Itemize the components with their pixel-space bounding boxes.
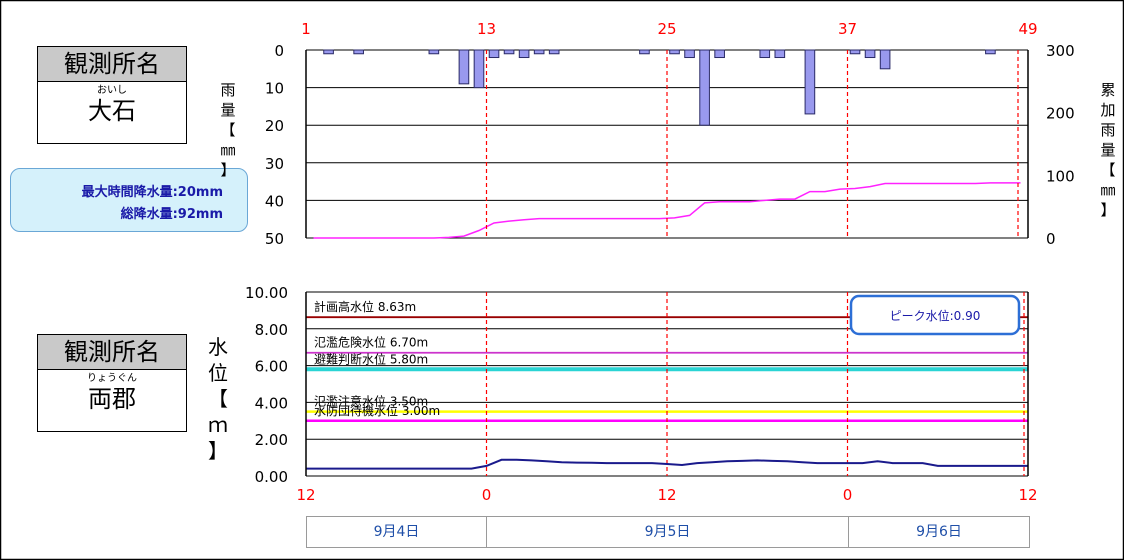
rain-bar — [518, 49, 530, 59]
rain-bar — [804, 49, 816, 115]
water-level-line — [306, 458, 1028, 470]
threshold-label: 水防団待機水位 3.00m — [314, 403, 440, 418]
threshold-label: 氾濫危険水位 6.70m — [314, 335, 428, 350]
total-rain: 総降水量:92mm — [120, 207, 223, 222]
date-cell: 9月6日 — [916, 524, 962, 540]
rain-summary-box: 最大時間降水量:20mm 総降水量:92mm — [10, 168, 248, 232]
level-axis-label: 水 位 【 ｍ 】 — [206, 334, 230, 464]
max-hourly-rain: 最大時間降水量:20mm — [81, 185, 223, 200]
rain-ytick: 30 — [265, 155, 284, 173]
rain-top-tick: 13 — [477, 20, 496, 38]
level-ytick: 8.00 — [255, 321, 288, 339]
axis-char: 【 — [1100, 161, 1116, 179]
cumulative-ytick: 200 — [1046, 105, 1075, 123]
axis-char: 量 — [220, 101, 236, 119]
station-header: 観測所名 — [38, 47, 186, 82]
axis-char: 雨 — [220, 81, 236, 99]
rain-bar — [533, 49, 545, 55]
level-xtick: 0 — [482, 486, 492, 504]
rain-bar — [548, 49, 560, 55]
level-xtick: 12 — [657, 486, 676, 504]
rain-bar — [323, 49, 334, 55]
rain-bar — [639, 49, 650, 55]
rain-top-tick: 25 — [657, 20, 676, 38]
rain-bar — [985, 49, 996, 55]
level-ytick: 4.00 — [255, 394, 288, 412]
level-ytick: 10.00 — [245, 284, 288, 302]
rain-bar — [879, 49, 891, 70]
rain-bar — [849, 49, 861, 55]
rain-bar — [473, 49, 485, 89]
rain-bar — [353, 49, 364, 55]
rain-station-box: 観測所名 おいし 大石 — [37, 46, 187, 144]
rain-ytick: 40 — [265, 192, 284, 210]
rain-bar — [759, 49, 771, 59]
rain-bar — [684, 49, 695, 59]
level-ytick: 0.00 — [255, 468, 288, 486]
level-xtick: 0 — [843, 486, 853, 504]
date-cell: 9月5日 — [487, 517, 849, 547]
date-bar: 9月4日 9月5日 9月6日 — [306, 516, 1030, 548]
rain-top-tick: 49 — [1018, 20, 1037, 38]
rain-axis-label: 雨 量 【 ㎜ 】 — [218, 80, 238, 180]
station-name: 大石 — [88, 97, 136, 125]
axis-char: 】 — [1100, 201, 1116, 219]
axis-char: 量 — [1100, 141, 1116, 159]
rain-bar — [669, 49, 680, 55]
rain-top-tick: 37 — [838, 20, 857, 38]
station-ruby: おいし — [97, 85, 127, 96]
rain-bar — [458, 49, 470, 85]
axis-char: 【 — [220, 121, 236, 139]
level-station-box: 観測所名 りょうぐん 両郡 — [37, 334, 187, 432]
rain-bar — [699, 49, 710, 126]
axis-char: 【 — [208, 387, 228, 411]
threshold-label: 計画高水位 8.63m — [314, 299, 416, 314]
level-ytick: 2.00 — [255, 431, 288, 449]
axis-char: ㎜ — [1100, 181, 1116, 199]
peak-label: ピーク水位:0.90 — [890, 308, 981, 323]
station-ruby: りょうぐん — [87, 373, 137, 384]
rain-bar — [428, 49, 440, 55]
axis-char: ｍ — [208, 413, 228, 437]
axis-char: 位 — [208, 361, 228, 385]
axis-char: ㎜ — [220, 141, 236, 159]
level-xtick: 12 — [1018, 486, 1037, 504]
station-name: 両郡 — [88, 385, 136, 413]
axis-char: 雨 — [1100, 121, 1116, 139]
rain-bar — [864, 49, 876, 59]
rain-ytick: 20 — [265, 117, 284, 135]
level-ytick: 6.00 — [255, 358, 288, 376]
threshold-label: 氾濫注意水位 3.50m — [314, 394, 428, 409]
rain-bar — [714, 49, 725, 59]
station-header: 観測所名 — [38, 335, 186, 370]
cumulative-ytick: 100 — [1046, 167, 1075, 185]
axis-char: 】 — [220, 161, 236, 179]
rain-ytick: 10 — [265, 80, 284, 98]
axis-char: 累 — [1100, 81, 1116, 99]
axis-char: 加 — [1100, 101, 1116, 119]
cumulative-axis-label: 累 加 雨 量 【 ㎜ 】 — [1098, 80, 1118, 220]
rain-ytick: 50 — [265, 230, 284, 248]
threshold-label: 避難判断水位 5.80m — [314, 351, 428, 366]
cumulative-ytick: 300 — [1046, 42, 1075, 60]
rain-bar — [774, 49, 786, 59]
date-cell: 9月4日 — [307, 517, 487, 547]
axis-char: 水 — [208, 335, 228, 359]
cumulative-ytick: 0 — [1046, 230, 1056, 248]
rain-top-tick: 1 — [301, 20, 311, 38]
peak-label-box — [849, 294, 1021, 336]
water-level-chart: 10.00 8.00 6.00 4.00 2.00 0.00 計画高水位 8.63m 氾濫危険… — [245, 284, 1038, 504]
level-xtick: 12 — [296, 486, 315, 504]
rain-bar — [503, 49, 515, 55]
rain-bar — [488, 49, 500, 59]
axis-char: 】 — [208, 439, 228, 463]
rain-ytick: 0 — [274, 42, 284, 60]
